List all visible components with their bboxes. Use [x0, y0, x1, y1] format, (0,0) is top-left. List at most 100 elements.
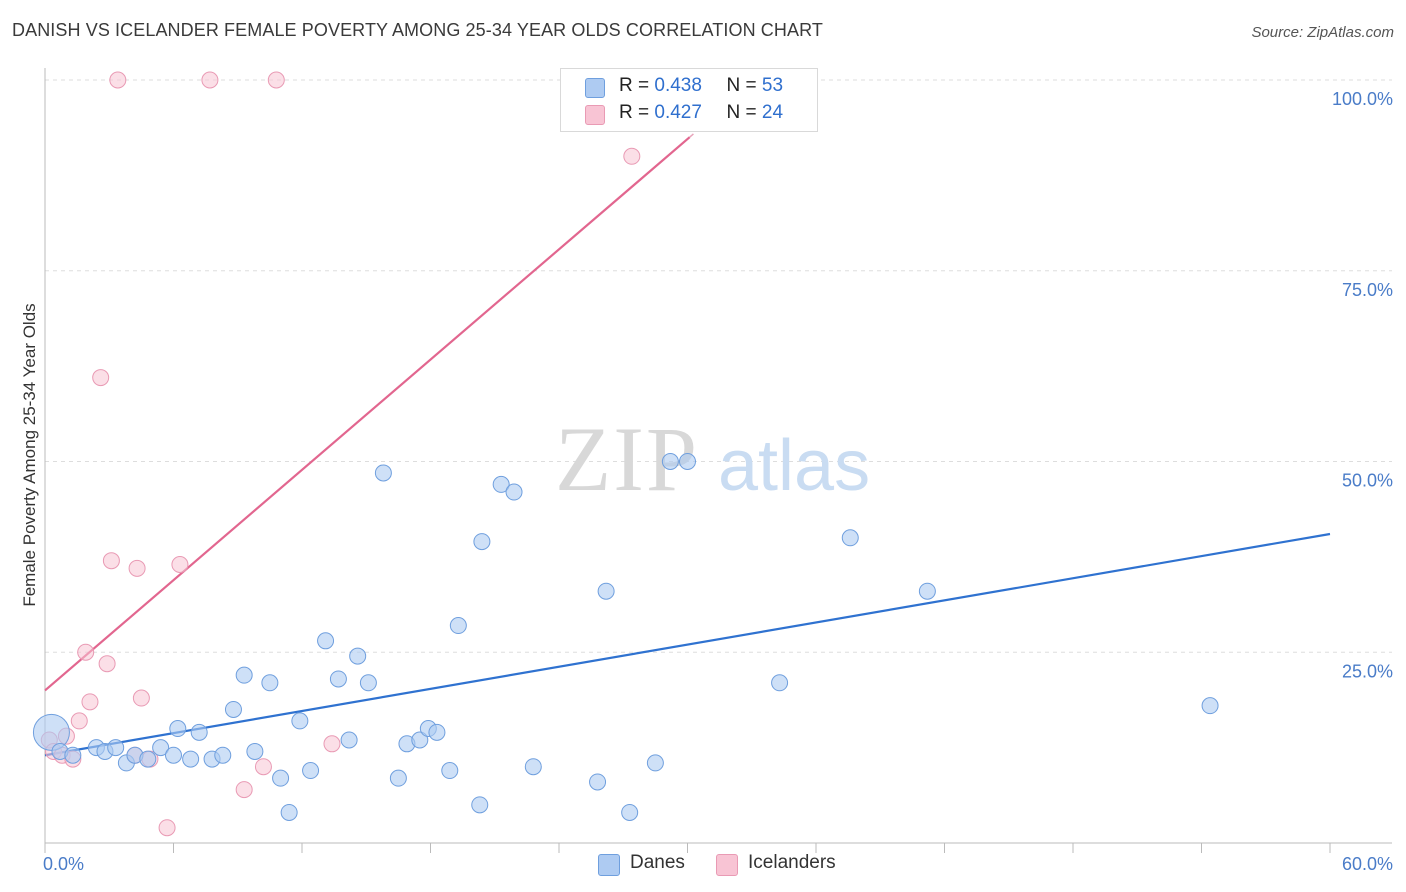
danes-point[interactable] [646, 754, 664, 772]
icelanders-point[interactable] [92, 369, 110, 387]
icelanders-n-value: 24 [761, 102, 784, 123]
danes-point[interactable] [165, 746, 182, 764]
y-tick-label: 25.0% [1342, 661, 1393, 681]
danes-point[interactable] [224, 700, 242, 718]
danes-point[interactable] [349, 647, 367, 665]
danes-stats: R = 0.438 N = 53 [619, 75, 783, 97]
icelanders-point[interactable] [323, 735, 341, 753]
danes-point[interactable] [169, 720, 187, 738]
icelanders-trend [44, 136, 691, 692]
danes-point[interactable] [505, 483, 523, 501]
x-tick-label-start: 0.0% [43, 854, 84, 874]
danes-point[interactable] [389, 769, 407, 787]
icelanders-swatch [585, 105, 605, 125]
danes-point[interactable] [291, 712, 309, 730]
icelanders-point[interactable] [102, 552, 120, 570]
y-axis-label: Female Poverty Among 25-34 Year Olds [20, 303, 39, 606]
danes-points [32, 453, 1219, 821]
icelanders-point[interactable] [128, 559, 146, 577]
danes-point[interactable] [317, 632, 335, 650]
icelanders-point[interactable] [158, 819, 176, 837]
danes-point[interactable] [182, 750, 200, 768]
icelanders-legend-swatch [716, 854, 738, 876]
icelanders-point[interactable] [623, 147, 641, 165]
icelanders-legend-label: Icelanders [748, 852, 836, 873]
danes-point[interactable] [841, 529, 859, 547]
danes-point[interactable] [589, 773, 607, 791]
danes-n-value: 53 [761, 75, 784, 96]
danes-point[interactable] [139, 750, 157, 768]
danes-legend-swatch [598, 854, 620, 876]
correlation-legend: R = 0.438 N = 53 R = 0.427 N = 24 [560, 68, 818, 132]
danes-point[interactable] [302, 762, 320, 780]
danes-point[interactable] [64, 746, 82, 764]
danes-swatch [585, 78, 605, 98]
danes-point[interactable] [359, 674, 377, 692]
icelanders-point[interactable] [254, 758, 272, 776]
chart-title: DANISH VS ICELANDER FEMALE POVERTY AMONG… [12, 20, 823, 40]
y-tick-label: 100.0% [1332, 89, 1393, 109]
danes-point[interactable] [152, 739, 170, 757]
danes-point[interactable] [214, 746, 232, 764]
icelanders-point[interactable] [171, 556, 189, 574]
grid-lines [45, 79, 1392, 653]
danes-point[interactable] [449, 617, 467, 635]
watermark-atlas: atlas [718, 426, 870, 506]
danes-point[interactable] [473, 533, 491, 551]
icelanders-point[interactable] [201, 71, 219, 89]
danes-point[interactable] [441, 762, 459, 780]
danes-trend-line [44, 532, 1331, 757]
icelanders-point[interactable] [70, 712, 88, 730]
icelanders-r-label: R = [619, 102, 650, 123]
danes-point[interactable] [621, 803, 639, 821]
icelanders-point[interactable] [98, 655, 116, 673]
icelanders-n-label: N = [726, 102, 757, 123]
icelanders-trend-line [44, 79, 757, 692]
icelanders-points [40, 71, 641, 837]
axes [44, 68, 1392, 853]
danes-r-value: 0.438 [654, 75, 702, 96]
x-tick-labels: 0.0% 60.0% [43, 854, 1393, 874]
source-credit: Source: ZipAtlas.com [1251, 24, 1394, 41]
danes-point[interactable] [235, 666, 253, 684]
danes-point[interactable] [661, 453, 679, 470]
danes-point[interactable] [340, 731, 358, 749]
danes-point[interactable] [280, 803, 298, 821]
danes-point[interactable] [492, 475, 510, 493]
y-tick-label: 50.0% [1342, 471, 1393, 491]
danes-point[interactable] [107, 739, 125, 757]
danes-point[interactable] [597, 582, 615, 600]
danes-point[interactable] [246, 742, 264, 760]
danes-point[interactable] [272, 769, 290, 787]
danes-point[interactable] [524, 758, 542, 776]
danes-point[interactable] [190, 723, 208, 741]
icelanders-point[interactable] [235, 781, 253, 799]
danes-point[interactable] [428, 723, 446, 741]
danes-point[interactable] [471, 796, 489, 814]
danes-point[interactable] [261, 674, 279, 692]
y-tick-labels: 25.0% 50.0% 75.0% 100.0% [1332, 89, 1393, 681]
danes-point[interactable] [1201, 697, 1219, 715]
icelanders-point[interactable] [267, 71, 285, 89]
danes-point[interactable] [679, 453, 696, 470]
danes-n-label: N = [726, 75, 757, 96]
danes-trend [44, 532, 1331, 757]
watermark: ZIP atlas [555, 408, 870, 510]
danes-point[interactable] [918, 582, 936, 600]
danes-r-label: R = [619, 75, 650, 96]
danes-point[interactable] [329, 670, 347, 688]
series-legend: Danes Icelanders [0, 852, 1406, 878]
danes-point[interactable] [411, 731, 429, 749]
icelanders-point[interactable] [81, 693, 99, 711]
icelanders-r-value: 0.427 [654, 102, 702, 123]
danes-legend-label: Danes [630, 852, 685, 873]
x-tick-label-end: 60.0% [1342, 854, 1393, 874]
icelanders-stats: R = 0.427 N = 24 [619, 102, 783, 124]
icelanders-point[interactable] [132, 689, 150, 707]
icelanders-point[interactable] [77, 643, 95, 661]
icelanders-point[interactable] [109, 71, 127, 89]
danes-point[interactable] [771, 674, 789, 692]
danes-point[interactable] [374, 464, 392, 482]
danes-point[interactable] [32, 713, 70, 751]
